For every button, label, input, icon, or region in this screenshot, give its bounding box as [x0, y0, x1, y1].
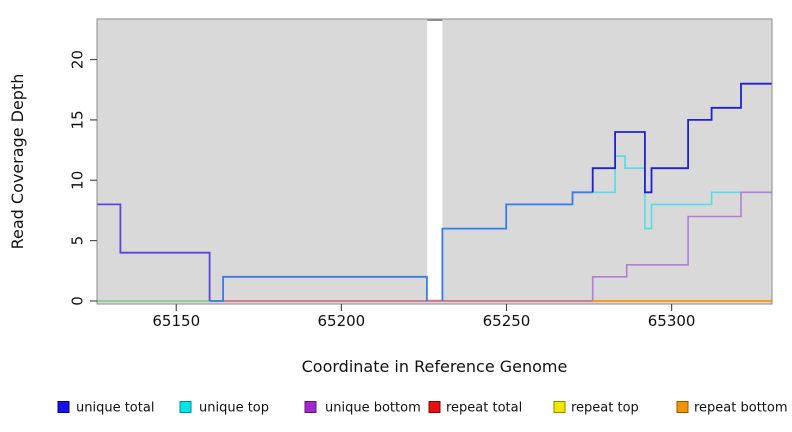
y-tick-label: 10	[69, 171, 87, 190]
legend-label-unique-top: unique top	[199, 401, 269, 416]
y-tick-label: 20	[69, 50, 87, 69]
masked-region	[427, 19, 443, 300]
x-tick-label: 65300	[648, 312, 696, 330]
line-unique-total-right	[591, 82, 772, 194]
line-unique-total-aftergap	[441, 191, 593, 301]
y-axis-title: Read Coverage Depth	[8, 73, 27, 250]
legend-swatch-repeat-top	[553, 401, 566, 413]
legend-label-repeat-total: repeat total	[446, 401, 522, 416]
y-tick-label: 15	[69, 110, 87, 129]
line-unique-total-mid	[209, 275, 428, 302]
x-tick-label: 65200	[318, 312, 366, 330]
line-unique-total-left	[97, 203, 211, 301]
legend-swatch-unique-bottom	[304, 401, 317, 413]
legend-label-unique-bottom: unique bottom	[325, 401, 421, 416]
x-tick-label: 65150	[152, 312, 200, 330]
legend-label-repeat-top: repeat top	[571, 401, 639, 416]
x-axis-title: Coordinate in Reference Genome	[301, 357, 568, 376]
x-tick-label: 65250	[483, 312, 531, 330]
legend-swatch-repeat-total	[428, 401, 441, 413]
legend-label-repeat-bottom: repeat bottom	[694, 401, 788, 416]
line-unique-bottom	[591, 191, 772, 301]
panel-border	[96, 18, 773, 305]
legend-swatch-unique-top	[179, 401, 192, 413]
y-tick-label: 5	[69, 236, 87, 246]
y-tick-label: 0	[69, 296, 87, 306]
legend-swatch-repeat-bottom	[676, 401, 689, 413]
legend-swatch-unique-total	[57, 401, 70, 413]
legend-label-unique-total: unique total	[76, 401, 154, 416]
